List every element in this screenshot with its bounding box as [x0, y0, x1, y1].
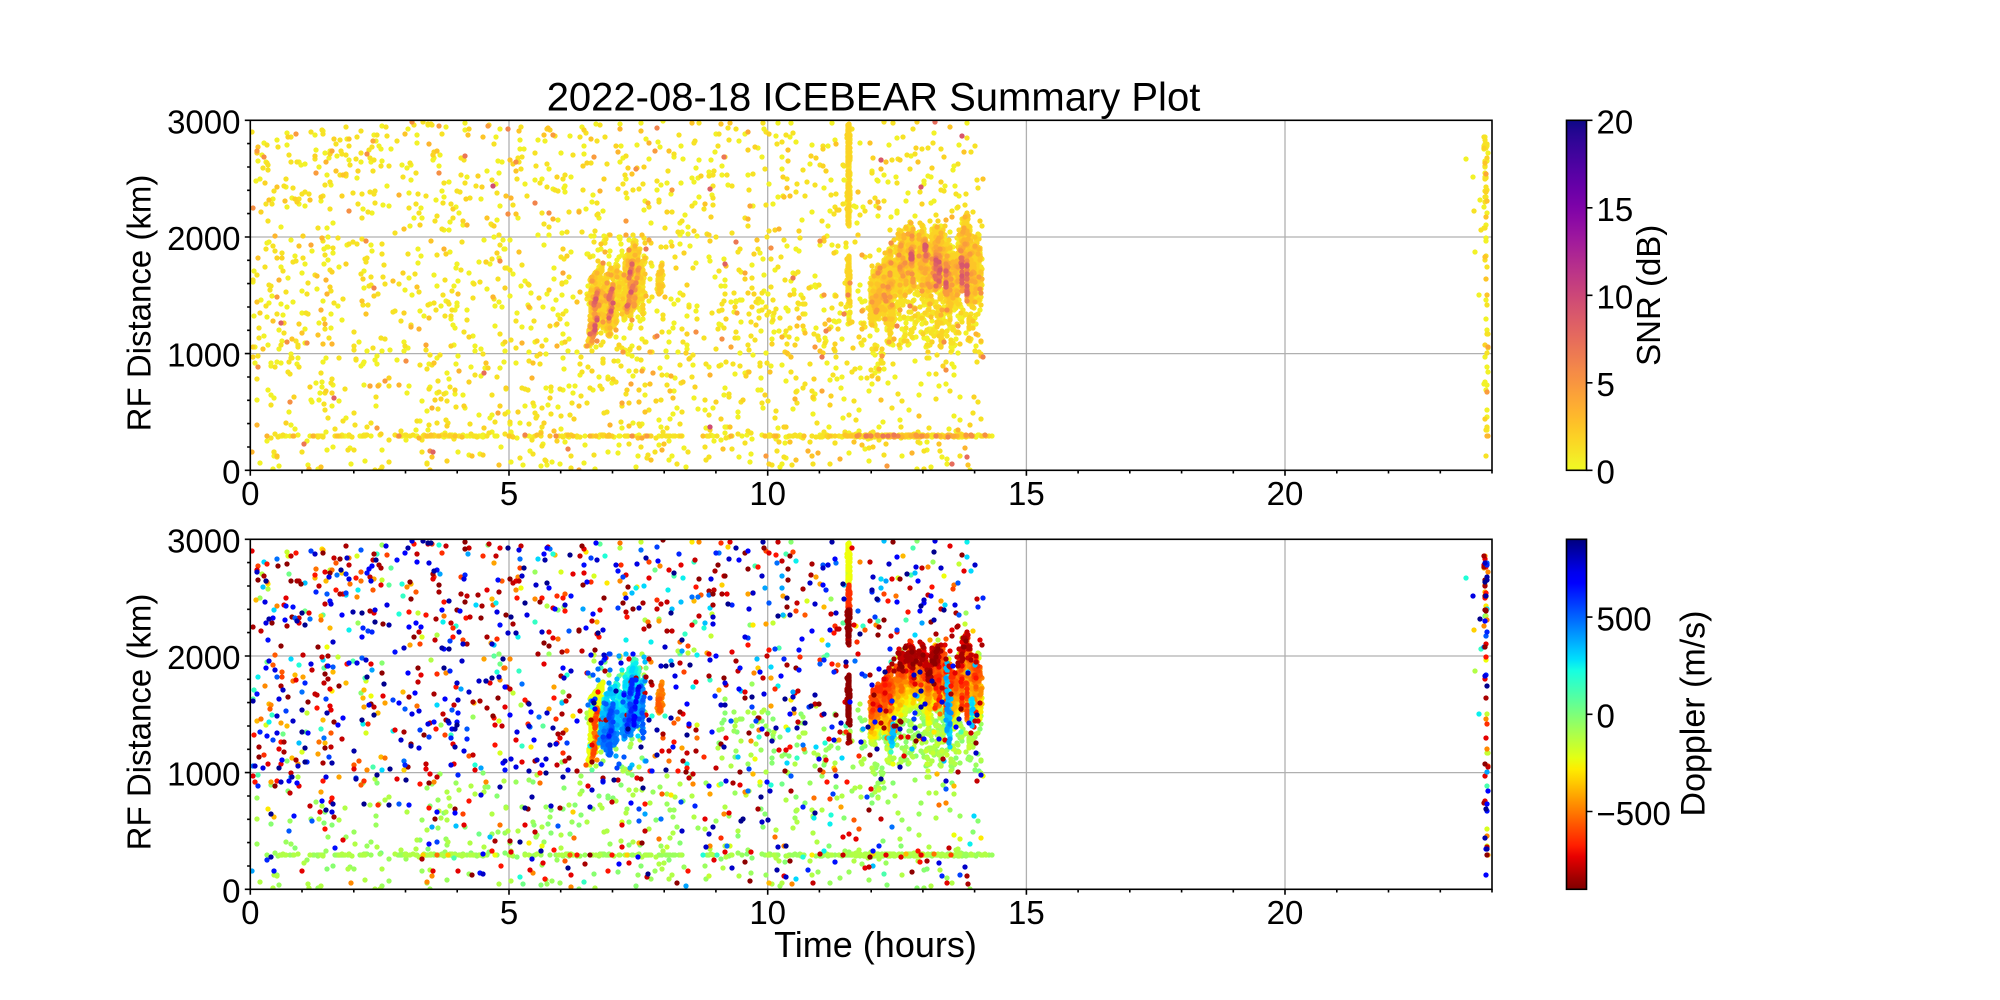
svg-text:RF Distance (km): RF Distance (km): [121, 594, 158, 851]
svg-text:2022-08-18 ICEBEAR Summary Plo: 2022-08-18 ICEBEAR Summary Plot: [547, 76, 1201, 120]
svg-text:5: 5: [1597, 366, 1615, 403]
svg-text:15: 15: [1008, 894, 1045, 931]
svg-text:RF Distance (km): RF Distance (km): [121, 175, 158, 432]
svg-text:5: 5: [500, 475, 518, 512]
svg-text:Doppler (m/s): Doppler (m/s): [1675, 611, 1713, 817]
svg-text:SNR (dB): SNR (dB): [1630, 225, 1667, 366]
svg-text:15: 15: [1597, 191, 1634, 228]
svg-text:3000: 3000: [167, 103, 240, 140]
svg-text:20: 20: [1597, 104, 1634, 141]
svg-text:0: 0: [241, 475, 259, 512]
svg-text:0: 0: [1597, 698, 1615, 735]
svg-text:5: 5: [500, 894, 518, 931]
svg-text:500: 500: [1597, 601, 1652, 638]
svg-text:10: 10: [1597, 279, 1634, 316]
svg-text:10: 10: [749, 894, 786, 931]
svg-text:0: 0: [241, 894, 259, 931]
svg-text:Time (hours): Time (hours): [774, 924, 977, 965]
svg-text:0: 0: [1597, 454, 1615, 491]
svg-text:0: 0: [222, 872, 240, 909]
svg-text:1000: 1000: [167, 337, 240, 374]
svg-text:2000: 2000: [167, 220, 240, 257]
svg-text:0: 0: [222, 453, 240, 490]
svg-text:20: 20: [1267, 475, 1304, 512]
svg-text:15: 15: [1008, 475, 1045, 512]
svg-text:−500: −500: [1597, 795, 1671, 832]
svg-text:1000: 1000: [167, 756, 240, 793]
svg-text:2000: 2000: [167, 639, 240, 676]
svg-text:20: 20: [1267, 894, 1304, 931]
svg-text:3000: 3000: [167, 522, 240, 559]
svg-text:10: 10: [749, 475, 786, 512]
